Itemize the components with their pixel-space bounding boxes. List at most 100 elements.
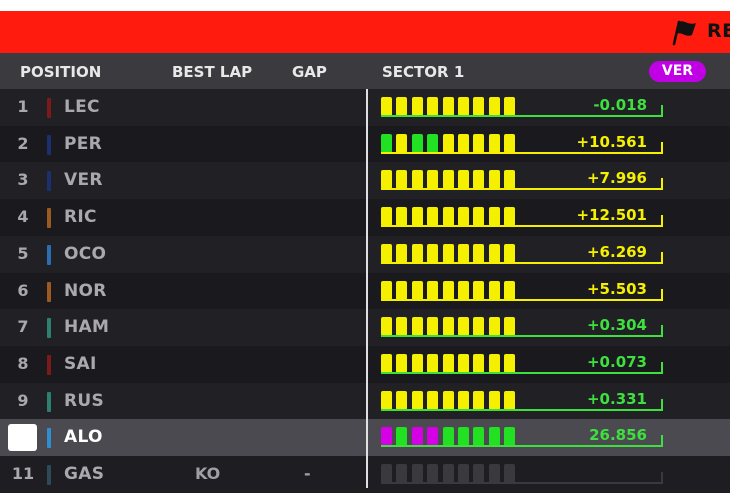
sector-header[interactable]: SECTOR 1 [382, 63, 465, 81]
mini-sector-segment [396, 243, 408, 263]
table-row[interactable]: 5 OCO +6.269 [0, 235, 730, 273]
mini-sector-segment [458, 317, 469, 337]
driver-code[interactable]: OCO [64, 243, 107, 264]
sector-time: -0.018 [593, 96, 647, 114]
mini-sector-segment [488, 353, 500, 373]
mini-sector-segment [396, 280, 408, 300]
timing-board: 1 LEC -0.018 2 PER +10.561 3 VER +7.996 4 RIC +12.5… [0, 89, 730, 493]
mini-sector-segment [473, 427, 485, 447]
race-control-banner: RE [0, 11, 730, 53]
mini-sector-segment [411, 97, 423, 116]
mini-sector-segment [488, 170, 500, 190]
mini-sector-segment [504, 390, 516, 410]
table-row[interactable]: 9 RUS +0.331 [0, 382, 730, 420]
sector-underline [381, 408, 663, 411]
mini-sector-segment [411, 133, 423, 153]
sector-end-tick [661, 288, 663, 301]
reference-driver-badge[interactable]: VER [649, 61, 706, 82]
sector-end-tick [661, 251, 663, 264]
team-color-stripe [47, 318, 51, 339]
mini-sector-segment [396, 464, 408, 483]
table-row[interactable]: 3 VER +7.996 [0, 162, 730, 200]
table-row[interactable]: 2 PER +10.561 [0, 125, 730, 163]
flag-icon [672, 20, 696, 46]
sector-time: +0.304 [586, 316, 647, 335]
position-number: 2 [17, 133, 29, 153]
mini-sector-segment [504, 243, 516, 263]
gap-value: - [304, 464, 311, 483]
sector-time: +10.561 [576, 132, 647, 151]
sector-underline [381, 115, 663, 117]
sector-underline [381, 225, 663, 228]
sector-divider [366, 89, 368, 488]
mini-sector-segment [427, 280, 439, 300]
team-color-stripe [47, 391, 51, 412]
mini-sector-segment [473, 317, 485, 337]
mini-sector-segment [427, 207, 439, 227]
mini-sector-segment [427, 353, 439, 373]
mini-sector-segment [473, 353, 485, 373]
table-row[interactable]: 6 NOR +5.503 [0, 272, 730, 310]
sector-end-tick [661, 435, 663, 448]
mini-sector-segment [458, 353, 469, 373]
mini-sector-segment [488, 317, 500, 337]
sector-time: +5.503 [586, 279, 647, 298]
table-row[interactable]: 11 GAS KO - [0, 456, 730, 493]
mini-sector-segment [381, 207, 392, 227]
mini-sector-segment [442, 390, 454, 410]
mini-sector-segment [442, 243, 454, 263]
mini-sector-segment [488, 390, 500, 410]
mini-sector-segment [396, 353, 408, 373]
position-number: 8 [17, 353, 29, 373]
mini-sector-segment [427, 390, 439, 410]
team-color-stripe [47, 208, 51, 229]
driver-code[interactable]: ALO [64, 427, 103, 448]
driver-code[interactable]: HAM [64, 317, 110, 338]
driver-code[interactable]: RUS [64, 390, 105, 411]
mini-sector-segment [411, 280, 423, 300]
mini-sector-segment [396, 133, 408, 153]
driver-code[interactable]: PER [64, 133, 103, 154]
mini-sector-segment [504, 353, 516, 373]
driver-code[interactable]: RIC [64, 207, 97, 228]
sector-end-tick [661, 178, 663, 191]
mini-sector-segment [473, 207, 485, 227]
driver-code[interactable]: GAS [64, 464, 105, 484]
sector-time: +12.501 [576, 206, 647, 225]
mini-sector-segment [381, 97, 392, 116]
table-row[interactable]: 8 SAI +0.073 [0, 345, 730, 383]
table-row[interactable]: ALO 26.856 [0, 419, 730, 456]
driver-code[interactable]: VER [64, 170, 103, 191]
best-lap-header[interactable]: BEST LAP [172, 63, 253, 81]
mini-sector-segment [488, 464, 500, 483]
mini-sector-segment [473, 280, 485, 300]
mini-sector-segment [442, 427, 454, 447]
mini-sector-segment [411, 353, 423, 373]
sector-underline [381, 482, 663, 484]
position-number: 7 [17, 317, 29, 337]
position-header[interactable]: POSITION [20, 63, 102, 81]
table-row[interactable]: 4 RIC +12.501 [0, 199, 730, 236]
mini-sector-segment [442, 97, 454, 116]
mini-sector-segment [396, 97, 408, 116]
sector-time: +6.269 [586, 242, 647, 261]
mini-sector-segment [396, 207, 408, 227]
mini-sector-segment [427, 317, 439, 337]
mini-sector-segment [381, 280, 392, 300]
team-color-stripe [47, 134, 51, 155]
mini-sector-segment [504, 133, 516, 153]
table-row[interactable]: 7 HAM +0.304 [0, 309, 730, 346]
mini-sector-segment [458, 390, 469, 410]
mini-sector-segment [381, 464, 392, 483]
mini-sector-segment [504, 97, 516, 116]
gap-header[interactable]: GAP [292, 63, 327, 81]
mini-sector-segment [458, 133, 469, 153]
driver-code[interactable]: NOR [64, 280, 107, 301]
driver-code[interactable]: LEC [64, 97, 100, 117]
mini-sector-segment [473, 133, 485, 153]
driver-code[interactable]: SAI [64, 353, 97, 374]
position-number: 6 [17, 280, 29, 300]
table-row[interactable]: 1 LEC -0.018 [0, 89, 730, 126]
mini-sector-segment [473, 390, 485, 410]
mini-sector-segment [411, 243, 423, 263]
